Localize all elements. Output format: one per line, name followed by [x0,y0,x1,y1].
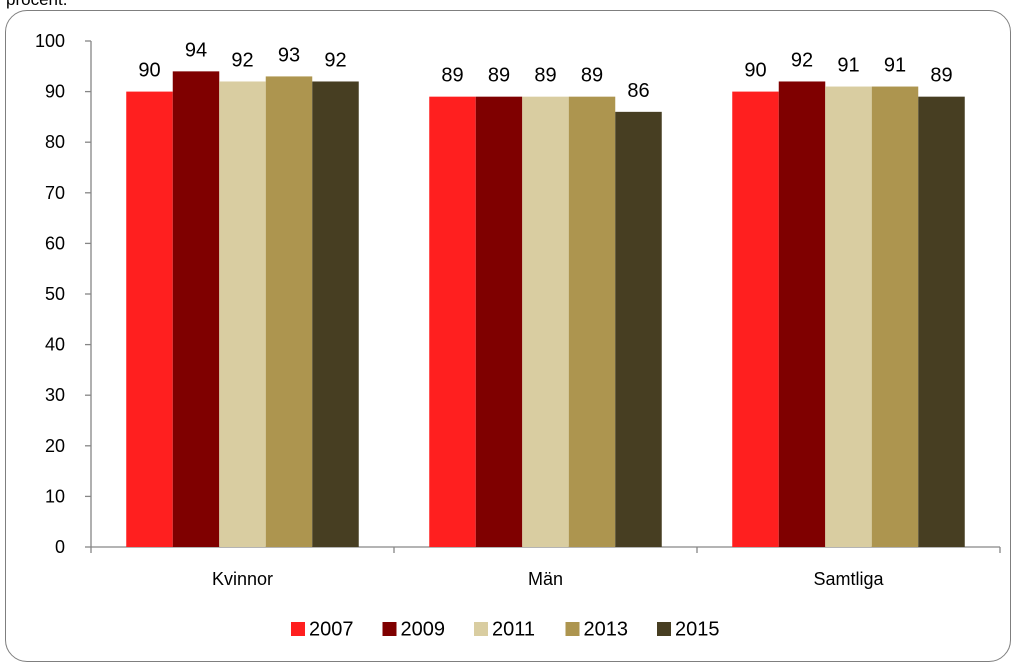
bar-kvinnor-2007 [126,91,173,547]
data-label: 89 [534,65,556,87]
axes: 0 10 20 30 40 50 60 70 80 90 100 Kvinnor Män Samtliga [35,31,1001,589]
legend-label: 2015 [675,619,720,641]
legend-swatch-2013 [565,622,580,636]
x-category-label: Män [528,569,563,589]
bar-kvinnor-2011 [219,81,266,547]
y-tick-label: 90 [45,82,65,102]
y-tick-label: 80 [45,132,65,152]
bar-samtliga-2009 [778,81,826,547]
y-tick-label: 100 [35,31,65,51]
data-label: 89 [581,65,603,87]
legend-label: 2007 [309,619,354,641]
y-tick-label: 40 [45,335,65,355]
bar-samtliga-2015 [918,96,965,547]
legend-swatch-2009 [382,622,397,636]
data-label: 89 [441,65,463,87]
bar-kvinnor-2013 [265,76,313,548]
data-label: 92 [231,49,253,71]
bar-samtliga-2013 [871,86,919,547]
legend-swatch-2015 [657,622,671,636]
bar-män-2009 [475,96,523,547]
data-label: 94 [185,39,207,61]
bar-kvinnor-2009 [172,71,220,548]
y-tick-label: 20 [45,436,65,456]
data-label: 89 [488,65,510,87]
y-tick-label: 70 [45,183,65,203]
data-label: 86 [627,80,649,102]
y-tick-label: 60 [45,233,65,253]
data-label: 91 [837,55,859,77]
bar-kvinnor-2015 [312,81,359,547]
bars-group [126,71,965,548]
legend: 2007 2009 2011 2013 2015 [291,619,720,641]
bar-män-2011 [522,96,569,547]
data-labels-group: 90 94 92 93 92 89 89 89 89 86 90 92 91 91 89 [138,39,952,101]
legend-swatch-2011 [474,622,488,636]
legend-label: 2013 [584,619,629,641]
legend-label: 2011 [492,619,535,641]
x-category-label: Samtliga [813,569,884,589]
y-tick-label: 10 [45,486,65,506]
data-label: 89 [930,65,952,87]
data-label: 90 [744,60,766,82]
bar-samtliga-2011 [825,86,872,547]
data-label: 93 [278,44,300,66]
bar-män-2013 [568,96,616,547]
clipped-caption-text: procent. [6,0,67,10]
data-label: 92 [791,49,813,71]
bar-samtliga-2007 [732,91,779,547]
x-category-label: Kvinnor [212,569,273,589]
y-tick-label: 0 [55,537,65,557]
y-tick-label: 50 [45,284,65,304]
data-label: 90 [138,60,160,82]
data-label: 92 [324,49,346,71]
bar-män-2007 [429,96,476,547]
bar-män-2015 [615,111,662,547]
y-tick-label: 30 [45,385,65,405]
legend-swatch-2007 [291,622,305,636]
legend-label: 2009 [401,619,446,641]
data-label: 91 [884,55,906,77]
